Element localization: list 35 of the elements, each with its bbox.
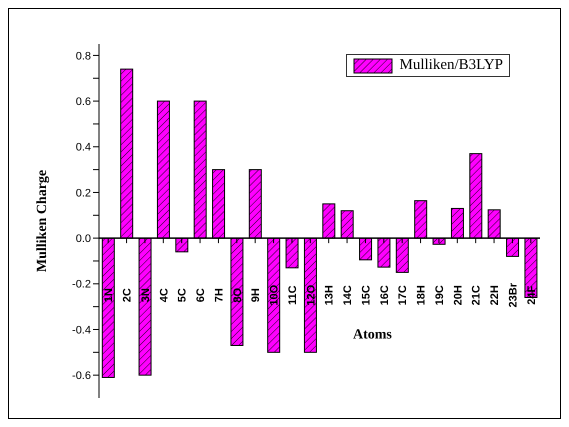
x-tick-label: 19C	[434, 285, 446, 306]
x-tick-label: 5C	[176, 288, 189, 302]
x-tick-label: 7H	[213, 288, 226, 302]
x-tick-label: 21C	[470, 285, 483, 306]
x-tick-label: 12O	[305, 284, 318, 306]
x-tick-label: 3N	[140, 288, 152, 302]
x-tick-label: 10O	[268, 284, 281, 306]
x-tick-label: 13H	[324, 285, 336, 306]
y-tick-label: 0.6	[76, 96, 91, 108]
x-tick-label: 23Br	[507, 282, 520, 308]
y-tick-label: -0.4	[72, 324, 91, 336]
y-axis-title: Mulliken Charge	[34, 170, 50, 272]
x-tick-label: 11C	[286, 285, 299, 306]
y-tick-label: 0.0	[76, 233, 91, 246]
legend-label: Mulliken/B3LYP	[399, 57, 503, 74]
x-tick-label: 2C	[122, 288, 134, 302]
x-tick-label: 1N	[103, 288, 116, 302]
x-tick-label: 8O	[232, 287, 244, 303]
x-tick-label: 14C	[342, 285, 354, 306]
x-tick-label: 4C	[158, 288, 170, 302]
y-tick-label: 0.4	[76, 142, 91, 154]
x-tick-label: 15C	[360, 285, 372, 306]
x-tick-label: 24F	[526, 285, 538, 305]
y-tick-label: -0.6	[72, 370, 91, 382]
x-tick-label: 16C	[378, 285, 391, 306]
y-tick-label: 0.8	[76, 50, 91, 62]
x-tick-label: 9H	[250, 288, 262, 302]
x-tick-label: 22H	[489, 285, 502, 306]
x-tick-label: 17C	[397, 285, 410, 306]
y-tick-label: 0.2	[76, 187, 91, 200]
y-tick-label: -0.2	[72, 278, 91, 291]
x-tick-label: 18H	[416, 285, 428, 306]
x-tick-label: 20H	[452, 285, 464, 306]
x-tick-label: 6C	[195, 288, 208, 302]
x-axis-title: Atoms	[352, 328, 392, 343]
